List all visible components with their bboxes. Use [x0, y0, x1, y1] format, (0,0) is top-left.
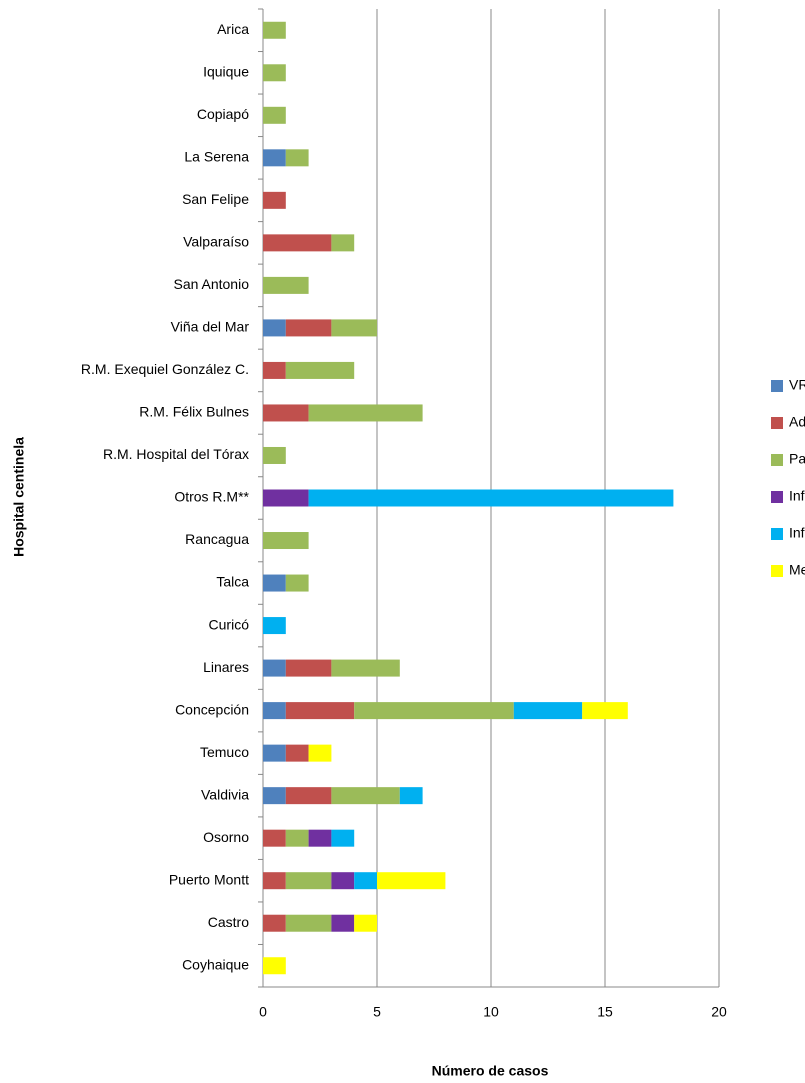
bar-segment	[285, 659, 332, 677]
bar-segment	[331, 659, 400, 677]
bar-segment	[399, 787, 423, 805]
y-tick-label: R.M. Félix Bulnes	[139, 404, 249, 420]
bar-segment	[263, 319, 286, 337]
y-axis-title: Hospital centinela	[11, 437, 27, 557]
legend-label: Meta	[789, 562, 805, 578]
x-axis-title: Número de casos	[432, 1063, 549, 1079]
bar-segment	[331, 829, 355, 847]
bar-segment	[354, 702, 514, 720]
y-tick-label: Puerto Montt	[169, 871, 249, 887]
bar-segment	[331, 872, 355, 890]
x-tick-label: 15	[597, 1004, 613, 1020]
bar-segment	[263, 914, 286, 932]
y-tick-label: Arica	[217, 21, 249, 37]
bar-segment	[331, 914, 355, 932]
bar-segment	[263, 872, 286, 890]
bar-segment	[285, 872, 332, 890]
bar-segment	[308, 404, 423, 422]
bar-segment	[285, 574, 309, 592]
bar-segment	[285, 914, 332, 932]
legend-label: Inf B	[789, 525, 805, 541]
bar-segment	[263, 829, 286, 847]
y-tick-label: San Antonio	[173, 276, 249, 292]
legend-swatch	[771, 380, 783, 392]
bar-segment	[263, 149, 286, 167]
bar-segment	[331, 319, 377, 337]
y-tick-label: Talca	[216, 574, 249, 590]
bar-segment	[263, 106, 286, 124]
y-tick-label: Valparaíso	[183, 234, 249, 250]
legend-label: VRS	[789, 377, 805, 393]
bar-segment	[285, 787, 332, 805]
y-tick-label: La Serena	[184, 149, 249, 165]
y-tick-label: Valdivia	[201, 786, 249, 802]
y-tick-label: Coyhaique	[182, 956, 249, 972]
legend-label: Ad	[789, 414, 805, 430]
y-tick-label: Otros R.M**	[174, 489, 249, 505]
bar-segment	[285, 149, 309, 167]
x-tick-label: 10	[483, 1004, 499, 1020]
bar-segment	[308, 829, 332, 847]
bar-segment	[354, 914, 377, 932]
y-tick-label: Castro	[208, 914, 249, 930]
legend-swatch	[771, 491, 783, 503]
y-tick-label: Osorno	[203, 829, 249, 845]
bar-segment	[582, 702, 628, 720]
bar-segment	[308, 489, 674, 507]
legend-swatch	[771, 565, 783, 577]
y-tick-label: Viña del Mar	[171, 319, 250, 335]
bar-segment	[263, 659, 286, 677]
bar-segment	[285, 361, 355, 379]
legend-label: Para	[789, 451, 805, 467]
y-tick-label: R.M. Exequiel González C.	[81, 361, 249, 377]
bar-segment	[285, 829, 309, 847]
bar-segment	[263, 489, 309, 507]
bar-segment	[263, 276, 309, 294]
bar-segment	[285, 702, 355, 720]
bar-segment	[308, 744, 332, 762]
bar-segment	[263, 446, 286, 464]
legend-label: Inf A	[789, 488, 805, 504]
bar-segment	[513, 702, 583, 720]
y-tick-label: R.M. Hospital del Tórax	[103, 446, 249, 462]
bar-segment	[263, 787, 286, 805]
y-tick-label: San Felipe	[182, 191, 249, 207]
bar-segment	[263, 617, 286, 635]
bar-segment	[285, 744, 309, 762]
y-tick-label: Rancagua	[185, 531, 249, 547]
bar-segment	[263, 702, 286, 720]
bar-segment	[263, 191, 286, 209]
bar-segment	[331, 234, 355, 252]
y-tick-label: Curicó	[209, 616, 250, 632]
x-tick-label: 0	[259, 1004, 267, 1020]
y-tick-label: Temuco	[200, 744, 249, 760]
bar-segment	[263, 64, 286, 82]
bar-segment	[263, 404, 309, 422]
x-tick-label: 5	[373, 1004, 381, 1020]
bar-segment	[285, 319, 332, 337]
x-tick-label: 20	[711, 1004, 727, 1020]
y-tick-label: Concepción	[175, 701, 249, 717]
bar-segment	[263, 957, 286, 975]
bar-segment	[331, 787, 400, 805]
bar-segment	[263, 574, 286, 592]
legend-swatch	[771, 417, 783, 429]
bar-segment	[354, 872, 377, 890]
y-tick-label: Iquique	[203, 63, 249, 79]
bar-segment	[263, 21, 286, 39]
legend-swatch	[771, 528, 783, 540]
bar-segment	[263, 361, 286, 379]
bar-segment	[263, 234, 332, 252]
bar-segment	[377, 872, 446, 890]
y-tick-label: Linares	[203, 659, 249, 675]
bar-segment	[263, 532, 309, 550]
y-tick-label: Copiapó	[197, 106, 249, 122]
legend-swatch	[771, 454, 783, 466]
bar-segment	[263, 744, 286, 762]
